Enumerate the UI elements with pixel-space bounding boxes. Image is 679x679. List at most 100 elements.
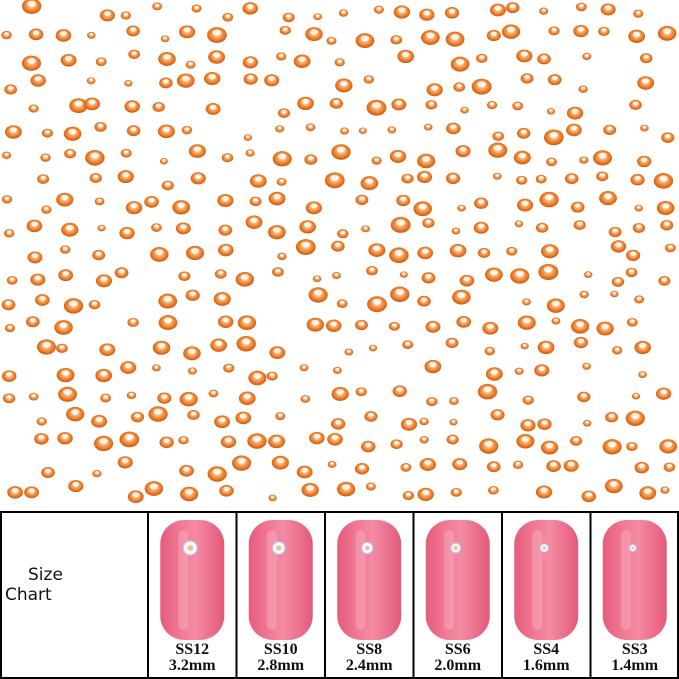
- rhinestone: [100, 393, 112, 403]
- rhinestone: [563, 459, 579, 472]
- rhinestone: [275, 412, 286, 421]
- stone-sparkle: [360, 35, 370, 42]
- rhinestone: [452, 458, 468, 471]
- rhinestone: [402, 491, 415, 501]
- stone-sparkle: [372, 102, 381, 109]
- rhinestone: [392, 385, 407, 397]
- rhinestone: [127, 317, 139, 327]
- rhinestone: [665, 243, 676, 253]
- rhinestone: [546, 157, 557, 167]
- stone-sparkle: [99, 438, 108, 444]
- rhinestone: [120, 361, 137, 374]
- stone-sparkle: [405, 492, 411, 496]
- stone-sparkle: [211, 390, 216, 394]
- stone-sparkle: [550, 462, 557, 467]
- stone-sparkle: [310, 203, 318, 209]
- rhinestone: [596, 171, 609, 182]
- stone-sparkle: [247, 75, 254, 80]
- rhinestone: [516, 434, 535, 449]
- rhinestone: [390, 439, 403, 450]
- stone-sparkle: [183, 466, 190, 472]
- rhinestone: [570, 201, 585, 213]
- rhinestone: [300, 395, 311, 403]
- size-diameter: 2.8mm: [257, 657, 304, 674]
- stone-sparkle: [541, 420, 548, 425]
- rhinestone: [266, 371, 278, 381]
- rhinestone: [368, 344, 378, 352]
- stone-sparkle: [218, 417, 226, 423]
- stone-sparkle: [188, 61, 193, 65]
- rhinestone: [326, 36, 337, 45]
- rhinestone: [488, 142, 508, 158]
- rhinestone: [124, 100, 140, 113]
- stone-sparkle: [252, 198, 259, 202]
- stone-sparkle: [573, 437, 579, 442]
- stone-sparkle: [188, 348, 196, 354]
- stone-sparkle: [285, 14, 292, 18]
- stone-sparkle: [39, 418, 45, 422]
- stone-sparkle: [369, 267, 375, 271]
- rhinestone: [99, 9, 115, 22]
- rhinestone: [540, 440, 559, 455]
- stone-sparkle: [640, 157, 648, 162]
- nail-rhinestone-sparkle: [631, 546, 635, 550]
- stone-sparkle: [329, 38, 334, 42]
- stone-sparkle: [584, 53, 589, 57]
- stone-sparkle: [34, 76, 42, 81]
- stone-sparkle: [5, 372, 13, 377]
- stone-sparkle: [490, 487, 496, 491]
- rhinestone: [179, 25, 196, 39]
- stone-sparkle: [68, 128, 77, 135]
- rhinestone: [655, 387, 672, 400]
- rhinestone: [151, 223, 162, 232]
- stone-sparkle: [426, 32, 435, 38]
- stone-sparkle: [4, 32, 9, 36]
- stone-sparkle: [643, 54, 650, 59]
- rhinestone: [424, 359, 442, 374]
- rhinestone: [366, 266, 378, 276]
- nail-highlight: [355, 530, 366, 630]
- stone-sparkle: [634, 393, 638, 397]
- rhinestone: [36, 339, 56, 355]
- rhinestone: [25, 316, 40, 328]
- rhinestone: [628, 29, 646, 43]
- stone-sparkle: [517, 368, 522, 372]
- stone-sparkle: [551, 27, 557, 32]
- stone-sparkle: [28, 488, 35, 493]
- stone-sparkle: [365, 178, 374, 184]
- stone-sparkle: [67, 150, 73, 154]
- stone-sparkle: [604, 5, 612, 10]
- rhinestone: [4, 125, 22, 139]
- stone-sparkle: [334, 419, 342, 425]
- nail-rhinestone-sparkle: [276, 545, 282, 551]
- stone-sparkle: [218, 294, 227, 300]
- rhinestone: [27, 251, 43, 264]
- rhinestone: [272, 151, 292, 167]
- stone-sparkle: [612, 291, 617, 295]
- stone-sparkle: [97, 198, 102, 202]
- stone-sparkle: [358, 464, 366, 470]
- stone-sparkle: [336, 146, 346, 153]
- rhinestone: [7, 486, 23, 499]
- rhinestone: [603, 124, 617, 136]
- stone-sparkle: [521, 200, 529, 206]
- stone-sparkle: [359, 196, 365, 201]
- rhinestone: [625, 410, 645, 426]
- rhinestone: [178, 436, 189, 445]
- size-name: SS4: [533, 641, 559, 658]
- stone-sparkle: [27, 57, 36, 64]
- rhinestone: [183, 346, 201, 361]
- stone-sparkle: [208, 74, 216, 79]
- stone-sparkle: [303, 396, 308, 400]
- rhinestone: [449, 418, 458, 426]
- rhinestone: [340, 127, 349, 135]
- rhinestone: [450, 56, 470, 72]
- stone-sparkle: [9, 277, 15, 281]
- rhinestone: [506, 246, 518, 256]
- rhinestone: [367, 296, 387, 313]
- rhinestone: [3, 229, 15, 238]
- rhinestone: [57, 432, 73, 445]
- rhinestone: [58, 269, 74, 282]
- rhinestone: [148, 406, 168, 422]
- stone-sparkle: [278, 413, 283, 417]
